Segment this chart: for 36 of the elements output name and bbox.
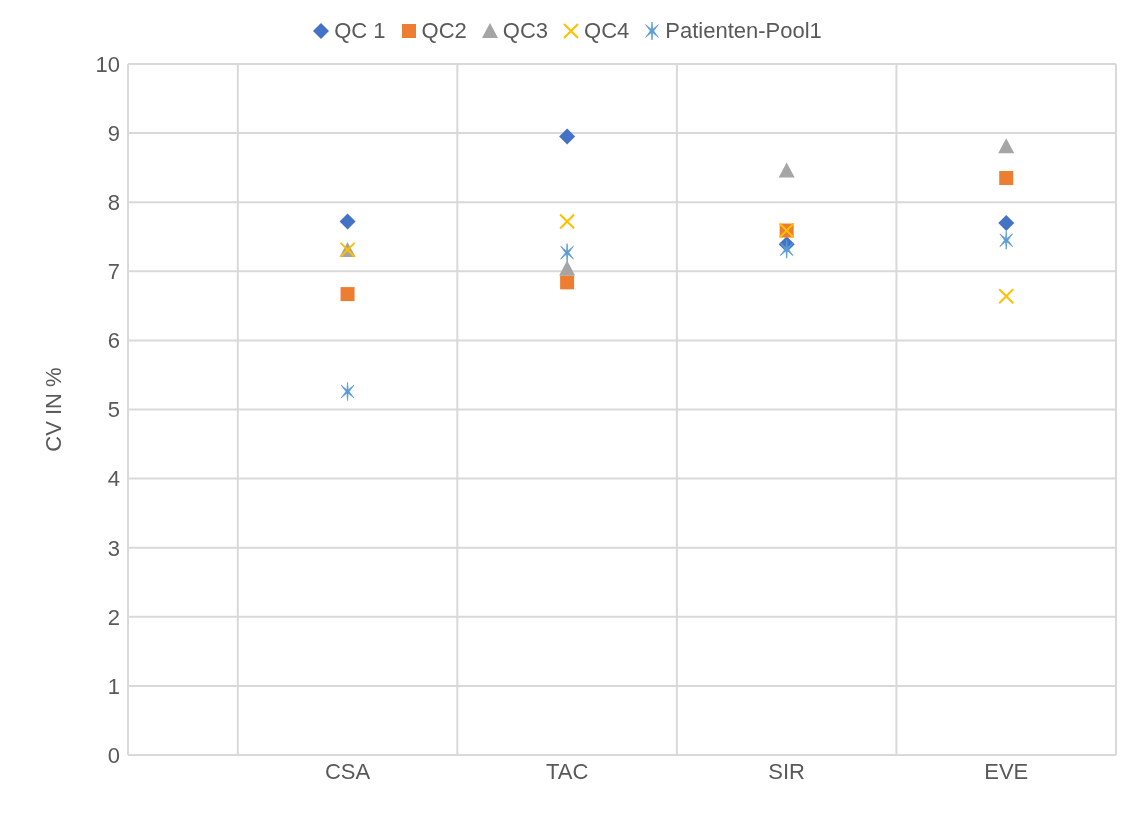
- y-tick-label: 7: [107, 259, 120, 285]
- legend-label: QC2: [421, 18, 467, 44]
- point: [560, 275, 575, 290]
- point: [340, 287, 355, 302]
- point: [560, 243, 574, 263]
- y-tick-label: 0: [107, 742, 120, 768]
- point: [778, 162, 795, 178]
- y-tick-label: 6: [107, 328, 120, 354]
- point: [559, 128, 576, 145]
- legend-label: QC3: [502, 18, 549, 44]
- point: [339, 213, 356, 230]
- x-tick-label: SIR: [768, 758, 806, 784]
- y-tick-label: 1: [107, 673, 120, 699]
- x-tick-label: CSA: [324, 758, 371, 784]
- x-tick-label: EVE: [984, 758, 1029, 784]
- y-tick-label: 10: [95, 51, 120, 77]
- legend-label: Patienten-Pool1: [665, 18, 822, 44]
- point: [999, 171, 1014, 186]
- point: [779, 239, 794, 259]
- point: [999, 230, 1013, 250]
- point: [998, 288, 1015, 305]
- point: [998, 214, 1015, 231]
- y-tick-label: 4: [107, 466, 120, 492]
- point: [340, 382, 355, 401]
- legend-label: QC 1: [334, 18, 386, 44]
- y-tick-label: 2: [107, 604, 120, 630]
- point: [998, 138, 1015, 154]
- y-tick-label: 9: [107, 120, 120, 146]
- y-tick-label: 8: [107, 190, 120, 216]
- y-tick-label: 3: [107, 535, 120, 561]
- point: [559, 260, 576, 276]
- point: [559, 213, 576, 230]
- legend-label: QC4: [584, 18, 630, 44]
- y-tick-label: 5: [107, 397, 120, 423]
- x-tick-label: TAC: [545, 758, 589, 784]
- y-axis-title: CV IN %: [40, 367, 66, 452]
